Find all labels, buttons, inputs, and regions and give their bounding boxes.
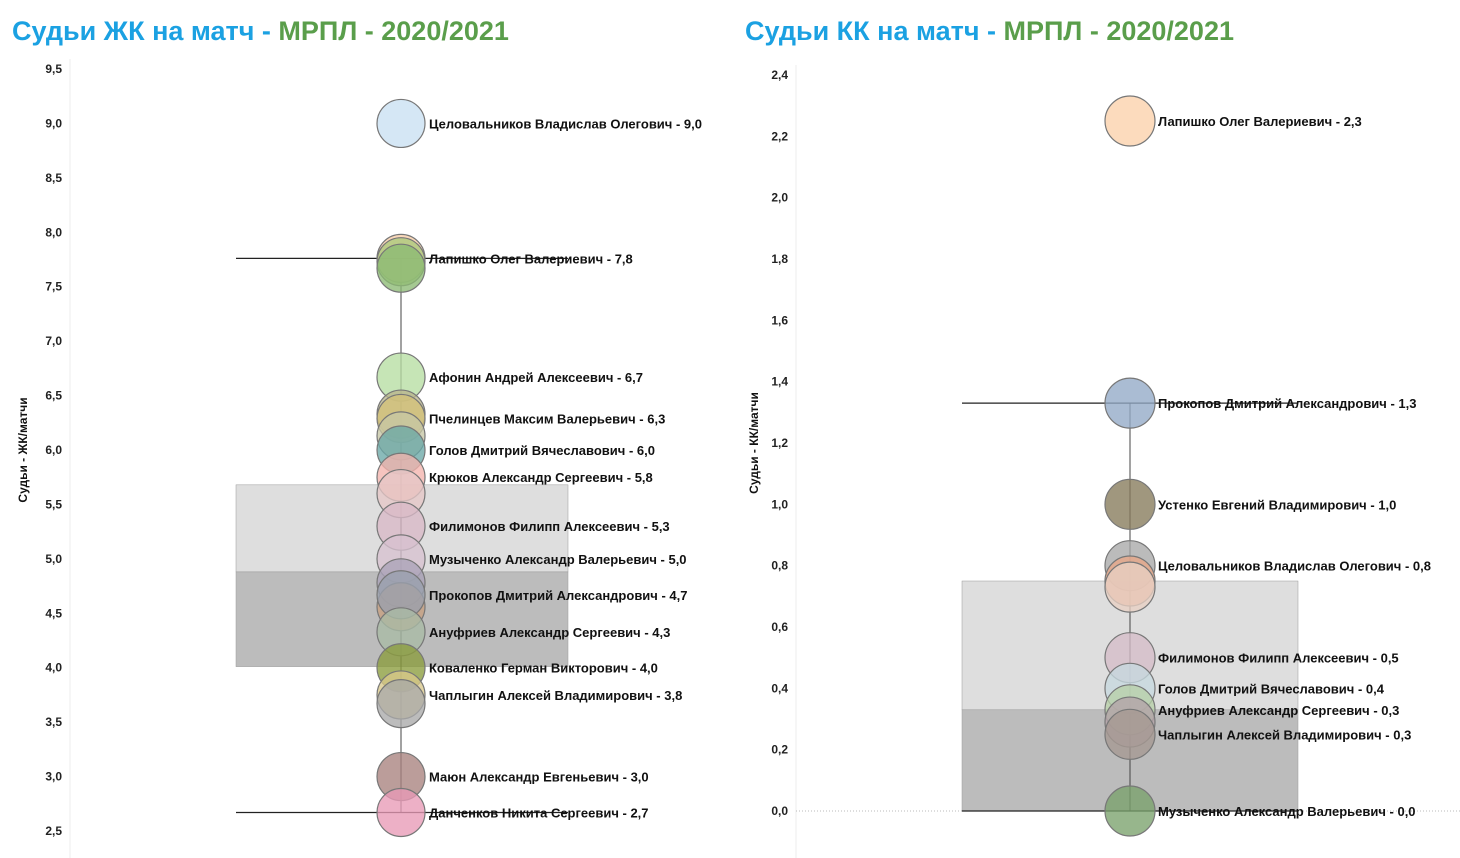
y-tick-label: 7,5 xyxy=(45,280,62,294)
data-point xyxy=(376,243,426,293)
y-tick-label: 6,0 xyxy=(45,443,62,457)
data-point-label: Чаплыгин Алексей Владимирович - 0,3 xyxy=(1158,727,1411,742)
chart-title-left-part2: МРПЛ - 2020/2021 xyxy=(278,16,509,46)
data-point xyxy=(1104,95,1156,147)
chart-title-right-part1: Судьи КК на матч - xyxy=(745,16,1004,46)
data-point xyxy=(1104,708,1156,760)
data-point-label: Чаплыгин Алексей Владимирович - 3,8 xyxy=(429,688,682,703)
data-point-label: Музыченко Александр Валерьевич - 5,0 xyxy=(429,552,687,567)
data-point-label: Голов Дмитрий Вячеславович - 0,4 xyxy=(1158,681,1385,696)
data-point-label: Прокопов Дмитрий Александрович - 1,3 xyxy=(1158,396,1416,411)
y-tick-label: 1,6 xyxy=(771,313,788,327)
data-point-label: Ануфриев Александр Сергеевич - 4,3 xyxy=(429,625,670,640)
data-point-label: Целовальников Владислав Олегович - 9,0 xyxy=(429,116,702,131)
data-point-label: Филимонов Филипп Алексеевич - 0,5 xyxy=(1158,651,1399,666)
y-tick-label: 9,5 xyxy=(45,62,62,76)
y-tick-label: 7,0 xyxy=(45,334,62,348)
data-point-label: Устенко Евгений Владимирович - 1,0 xyxy=(1158,497,1396,512)
y-tick-label: 8,0 xyxy=(45,225,62,239)
data-point-label: Афонин Андрей Алексеевич - 6,7 xyxy=(429,370,643,385)
y-axis-label: Судьи - ЖК/матчи xyxy=(16,397,30,502)
y-tick-label: 8,5 xyxy=(45,171,62,185)
data-point xyxy=(1104,561,1156,613)
chart-left: 2,5 3,0 3,5 4,0 4,5 5,0 5,5 6,0 6,5 7,0 7,5 8,0 8,5 9… xyxy=(16,59,702,858)
y-tick-label: 5,0 xyxy=(45,552,62,566)
y-tick-label: 0,4 xyxy=(771,681,788,695)
data-point-label: Коваленко Герман Викторович - 4,0 xyxy=(429,661,658,676)
y-tick-label: 9,0 xyxy=(45,116,62,130)
data-point-label: Голов Дмитрий Вячеславович - 6,0 xyxy=(429,443,655,458)
y-tick-label: 1,2 xyxy=(771,436,788,450)
data-point-label: Целовальников Владислав Олегович - 0,8 xyxy=(1158,559,1431,574)
y-tick-label: 0,6 xyxy=(771,620,788,634)
y-tick-label: 2,2 xyxy=(771,129,788,143)
data-point-label: Крюков Александр Сергеевич - 5,8 xyxy=(429,470,653,485)
y-tick-label: 4,5 xyxy=(45,606,62,620)
chart-right: 0,0 0,2 0,4 0,6 0,8 1,0 1,2 1,4 1,6 1,8 2,0 2,2 2,4 С… xyxy=(747,65,1460,858)
y-tick-label: 0,2 xyxy=(771,743,788,757)
y-tick-label: 2,0 xyxy=(771,191,788,205)
data-point-label: Маюн Александр Евгеньевич - 3,0 xyxy=(429,770,649,785)
y-tick-label: 3,0 xyxy=(45,770,62,784)
chart-title-left-part1: Судьи ЖК на матч - xyxy=(12,16,279,46)
y-tick-label: 2,4 xyxy=(771,68,788,82)
y-tick-label: 2,5 xyxy=(45,824,62,838)
y-tick-label: 4,0 xyxy=(45,661,62,675)
y-tick-label: 3,5 xyxy=(45,715,62,729)
y-tick-label: 0,8 xyxy=(771,559,788,573)
data-point-label: Лапишко Олег Валериевич - 7,8 xyxy=(429,251,633,266)
chart-title-right: Судьи КК на матч - МРПЛ - 2020/2021 xyxy=(745,16,1234,47)
data-point-label: Музыченко Александр Валерьевич - 0,0 xyxy=(1158,804,1416,819)
data-point xyxy=(1104,785,1156,837)
data-point-label: Прокопов Дмитрий Александрович - 4,7 xyxy=(429,588,687,603)
y-tick-label: 1,8 xyxy=(771,252,788,266)
y-tick-label: 6,5 xyxy=(45,389,62,403)
data-point xyxy=(1104,377,1156,429)
data-point-label: Лапишко Олег Валериевич - 2,3 xyxy=(1158,114,1362,129)
y-tick-label: 1,0 xyxy=(771,497,788,511)
data-point-label: Данченков Никита Сергеевич - 2,7 xyxy=(429,805,649,820)
data-point-label: Ануфриев Александр Сергеевич - 0,3 xyxy=(1158,703,1399,718)
data-point xyxy=(1104,478,1156,530)
y-tick-label: 1,4 xyxy=(771,375,788,389)
y-tick-label: 0,0 xyxy=(771,804,788,818)
data-point xyxy=(376,98,426,149)
y-tick-label: 5,5 xyxy=(45,497,62,511)
chart-title-right-part2: МРПЛ - 2020/2021 xyxy=(1003,16,1234,46)
y-axis-label: Судьи - КК/матчи xyxy=(747,392,761,494)
data-point-label: Филимонов Филипп Алексеевич - 5,3 xyxy=(429,519,670,534)
data-point xyxy=(376,787,426,838)
chart-title-left: Судьи ЖК на матч - МРПЛ - 2020/2021 xyxy=(12,16,509,47)
data-point-label: Пчелинцев Максим Валерьевич - 6,3 xyxy=(429,411,665,426)
data-point xyxy=(376,679,426,729)
